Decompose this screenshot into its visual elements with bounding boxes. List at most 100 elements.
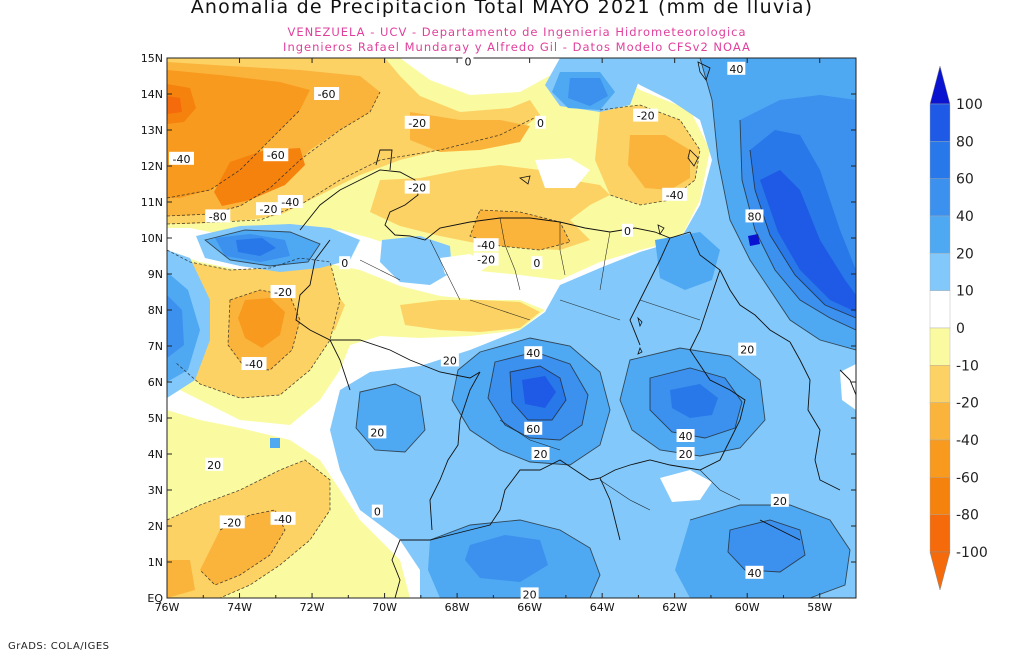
lat-label: 1N <box>148 556 163 569</box>
lat-label: 7N <box>148 340 163 353</box>
contour-label: 20 <box>370 426 384 439</box>
contour-label: -60 <box>267 149 285 162</box>
contour-label: 60 <box>526 423 540 436</box>
contour-label-bg <box>241 357 267 370</box>
legend-arrow-bottom <box>929 551 951 591</box>
contour-labels: -60-40 -60-40-20-80-20-2000-20-4040800-40… <box>169 54 789 601</box>
contour-label-bg <box>676 447 695 460</box>
lat-label: 8N <box>148 304 163 317</box>
legend-swatch <box>929 514 951 553</box>
contour-label-bg <box>473 238 499 252</box>
legend-swatch <box>929 215 951 254</box>
contour-label: 20 <box>740 344 754 357</box>
legend-swatch <box>929 365 951 403</box>
contour-label: 0 <box>533 257 540 270</box>
contour-label: 40 <box>679 430 693 443</box>
contour-label-bg <box>676 429 695 442</box>
plot-frame <box>166 57 857 599</box>
positive-contours <box>204 58 856 598</box>
legend-swatch <box>929 439 951 478</box>
contour-label: -40 <box>274 513 292 526</box>
contour-label-bg <box>727 61 746 75</box>
contour-label-bg <box>745 565 764 579</box>
lat-label: 5N <box>148 412 163 425</box>
legend-swatch <box>929 477 951 515</box>
contour-label: 20 <box>443 354 457 367</box>
contour-label: 0 <box>341 257 348 270</box>
shaded-anomaly-field <box>167 58 856 598</box>
contour-label: -40 <box>666 189 684 202</box>
contour-label: -80 <box>209 210 227 223</box>
contour-label: -40 <box>173 153 191 166</box>
contour-label: 0 <box>464 56 471 69</box>
legend-label: 60 <box>956 172 974 188</box>
contour-label: 20 <box>523 588 537 601</box>
contour-label: -20 <box>477 254 495 267</box>
contour-label-bg <box>219 515 245 529</box>
legend-label: -10 <box>956 358 979 374</box>
lon-label: 68W <box>445 601 470 614</box>
legend-label: 80 <box>956 134 974 150</box>
lat-label: 12N <box>141 160 163 173</box>
lon-label: 66W <box>517 601 542 614</box>
lon-label: 70W <box>372 601 397 614</box>
lon-label: 58W <box>807 601 832 614</box>
contour-label: 40 <box>729 63 743 76</box>
contour-label-bg <box>662 187 688 201</box>
contour-label: 80 <box>747 210 761 223</box>
lat-label: 6N <box>148 376 163 389</box>
legend-label: 20 <box>956 246 974 262</box>
contour-label: 40 <box>526 347 540 360</box>
contour-label: 0 <box>374 506 381 519</box>
contour-label: -20 <box>637 110 655 123</box>
legend-label: 0 <box>956 321 965 337</box>
contour-label: 20 <box>679 448 693 461</box>
contour-label-bg <box>462 54 474 68</box>
contour-label: -40 <box>477 239 495 252</box>
contour-label-bg <box>473 252 499 266</box>
contour-label: 0 <box>537 117 544 130</box>
lon-label: 64W <box>590 601 615 614</box>
contour-label-bg <box>169 151 195 165</box>
map-axes: 15N 14N 13N 12N 11N 10N 9N 8N 7N 6N 5N 4N 3N 2N 1N EQ76… <box>141 52 857 614</box>
footer-credit: GrADS: COLA/IGES <box>8 641 110 652</box>
contour-label-bg <box>404 180 430 194</box>
contour-label-bg <box>339 256 351 270</box>
contour-label: 20 <box>534 448 548 461</box>
contour-label-bg <box>404 115 430 129</box>
lat-label: 2N <box>148 520 163 533</box>
legend-label: -40 <box>956 433 979 449</box>
legend-swatch <box>929 178 951 217</box>
legend-label: -100 <box>956 545 988 561</box>
contour-label: -60 <box>318 88 336 101</box>
legend-swatch <box>929 327 951 366</box>
lat-label: 10N <box>141 232 163 245</box>
contour-label-bg <box>524 421 543 435</box>
lat-label: 14N <box>141 88 163 101</box>
legend-label: -20 <box>956 396 979 412</box>
subtitle-line-2: Ingenieros Rafael Mundaray y Alfredo Gil… <box>283 40 751 54</box>
contour-label-bg <box>277 195 303 208</box>
contour-label-bg <box>440 353 459 367</box>
contour-label-bg <box>368 425 387 439</box>
lon-label: 62W <box>662 601 687 614</box>
lat-label: 13N <box>141 124 163 137</box>
contour-label-bg <box>738 342 757 356</box>
contour-label: 20 <box>773 495 787 508</box>
contour-label-bg <box>745 209 764 223</box>
lon-label: 60W <box>735 601 760 614</box>
contour-label-bg <box>524 346 543 360</box>
contour-label-bg <box>205 209 231 223</box>
legend-label: 40 <box>956 209 974 225</box>
contour-label-bg <box>270 285 296 298</box>
contour-label-bg <box>770 493 789 507</box>
lat-label: EQ <box>147 592 163 605</box>
contour-label-bg <box>531 256 543 270</box>
legend-label: -80 <box>956 508 979 524</box>
contour-label-bg <box>314 87 340 100</box>
negative-contours <box>167 91 701 598</box>
contour-label: -20 <box>274 286 292 299</box>
lat-label: 4N <box>148 448 163 461</box>
